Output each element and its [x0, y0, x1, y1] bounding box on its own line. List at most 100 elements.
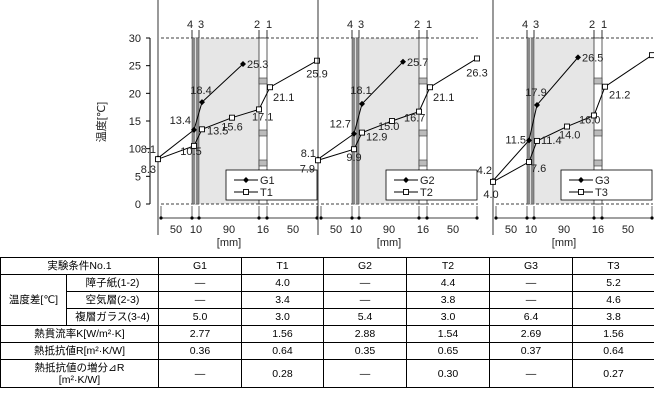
header-cell: G3 — [489, 257, 573, 275]
value-cell: 0.64 — [572, 342, 654, 360]
legend-box — [560, 169, 653, 201]
shoji-rail — [418, 159, 428, 167]
data-label-T1: 17.1 — [252, 111, 273, 123]
shoji-rail — [258, 77, 268, 85]
value-cell: 3.4 — [241, 291, 324, 309]
boundary-label: 4 — [522, 19, 528, 31]
point-T3 — [591, 112, 597, 119]
row-label-cell: 熱抵抗値R[m²·K/W] — [0, 342, 159, 360]
x-tick-label: 90 — [558, 224, 570, 236]
point-G3 — [575, 54, 581, 61]
table-row: 熱抵抗値R[m²·K/W] 0.36 0.64 0.35 0.65 0.37 0.64 — [0, 342, 654, 360]
value-cell: 2.69 — [489, 325, 573, 343]
y-tick-label: 25 — [129, 61, 141, 73]
legend-label: G1 — [260, 175, 275, 187]
boundary-label: 1 — [601, 19, 607, 31]
value-cell: — — [158, 359, 242, 388]
value-cell: — — [489, 274, 573, 292]
header-cell: T3 — [572, 257, 654, 275]
row-label-cell: 熱貫流率K[W/m²·K] — [0, 325, 159, 343]
data-label-G3: 4.2 — [477, 165, 492, 177]
y-tick-label: 5 — [135, 171, 141, 183]
point-G1 — [191, 126, 197, 133]
header-cell: G2 — [323, 257, 407, 275]
boundary-label: 3 — [198, 19, 204, 31]
point-G2 — [400, 58, 406, 65]
value-cell: 0.28 — [241, 359, 324, 388]
data-label-G2: 25.7 — [407, 57, 428, 69]
value-cell: 3.0 — [241, 308, 324, 326]
legend-box — [225, 169, 318, 201]
table-row: 温度差[℃] 障子紙(1-2) —4.0—4.4—5.2 — [0, 274, 654, 326]
data-label-G1: 25.3 — [247, 59, 268, 71]
table-row: 熱貫流率K[W/m²·K] 2.77 1.56 2.88 1.54 2.69 1.56 — [0, 325, 654, 343]
value-cell: 2.77 — [158, 325, 242, 343]
value-cell: 1.56 — [241, 325, 324, 343]
value-cell: — — [158, 291, 242, 309]
data-label-T1: 25.9 — [306, 69, 327, 81]
shoji-frame — [418, 37, 428, 205]
x-axis-title: [mm] — [377, 237, 401, 249]
legend-label: G2 — [420, 175, 435, 187]
value-cell: 0.65 — [406, 342, 490, 360]
x-axis-title: [mm] — [217, 237, 241, 249]
point-T3 — [534, 137, 540, 144]
point-T2 — [474, 55, 480, 62]
point-G1 — [199, 99, 205, 106]
shoji-rail — [418, 77, 428, 85]
value-cell: — — [323, 274, 407, 292]
value-cell: — — [489, 291, 573, 309]
point-T3 — [564, 123, 570, 130]
data-label-T1: 21.1 — [273, 92, 294, 104]
table-row: 熱抵抗値の増分⊿R [m²·K/W] —0.28—0.30—0.27 — [0, 359, 654, 388]
point-T1 — [314, 57, 320, 64]
point-T1 — [155, 156, 161, 163]
row-label-cell: 複層ガラス(3-4) — [66, 308, 159, 326]
data-label-G2: 18.1 — [350, 85, 371, 97]
row-label-line: [m²·K/W] — [58, 373, 101, 386]
point-G2 — [351, 130, 357, 137]
point-T2 — [359, 129, 365, 136]
point-T2 — [389, 118, 395, 124]
legend-marker — [578, 189, 584, 195]
series-line-G2 — [317, 61, 404, 160]
boundary-label: 1 — [426, 19, 432, 31]
data-label-T2: 26.3 — [466, 67, 487, 79]
value-cell: 4.6 — [572, 291, 654, 309]
y-tick-label: 15 — [129, 116, 141, 128]
data-label-T3: 14.0 — [559, 130, 580, 142]
data-label-G3: 26.5 — [582, 52, 603, 64]
y-tick-label: 10 — [129, 144, 141, 156]
data-label-G1: 13.4 — [170, 115, 191, 127]
value-cell: 0.27 — [572, 359, 654, 388]
legend-label: T3 — [595, 187, 608, 199]
legend-label: T1 — [260, 187, 273, 199]
value-cell: 5.2 — [572, 274, 654, 292]
series-line-G1 — [157, 63, 244, 159]
boundary-label: 4 — [347, 19, 353, 31]
point-T1 — [256, 106, 262, 113]
point-T3 — [490, 178, 496, 185]
data-label-T2: 16.7 — [404, 113, 425, 125]
data-label-G2: 8.1 — [301, 148, 316, 160]
data-label-G3: 11.5 — [505, 134, 526, 146]
legend-marker — [243, 189, 249, 195]
value-cell: 2.88 — [323, 325, 407, 343]
data-label-T2: 21.1 — [433, 92, 454, 104]
value-cell: 5.4 — [323, 308, 407, 326]
row-label-line: 熱抵抗値の増分⊿R — [34, 361, 125, 374]
x-tick-label: 50 — [505, 224, 517, 236]
data-label-T2: 15.0 — [378, 121, 399, 133]
data-label-G1: 18.4 — [190, 85, 211, 97]
x-tick-label: 50 — [170, 224, 182, 236]
point-T3 — [649, 52, 654, 59]
point-T2 — [427, 84, 433, 91]
legend-marker — [578, 177, 584, 183]
x-tick-label: 16 — [417, 224, 429, 236]
boundary-label: 4 — [187, 19, 193, 31]
data-label-T3: 21.2 — [609, 90, 630, 102]
group-label-cell: 温度差[℃] — [0, 274, 67, 326]
data-label-G3: 17.9 — [525, 87, 546, 99]
data-label-T1: 13.5 — [207, 125, 228, 137]
